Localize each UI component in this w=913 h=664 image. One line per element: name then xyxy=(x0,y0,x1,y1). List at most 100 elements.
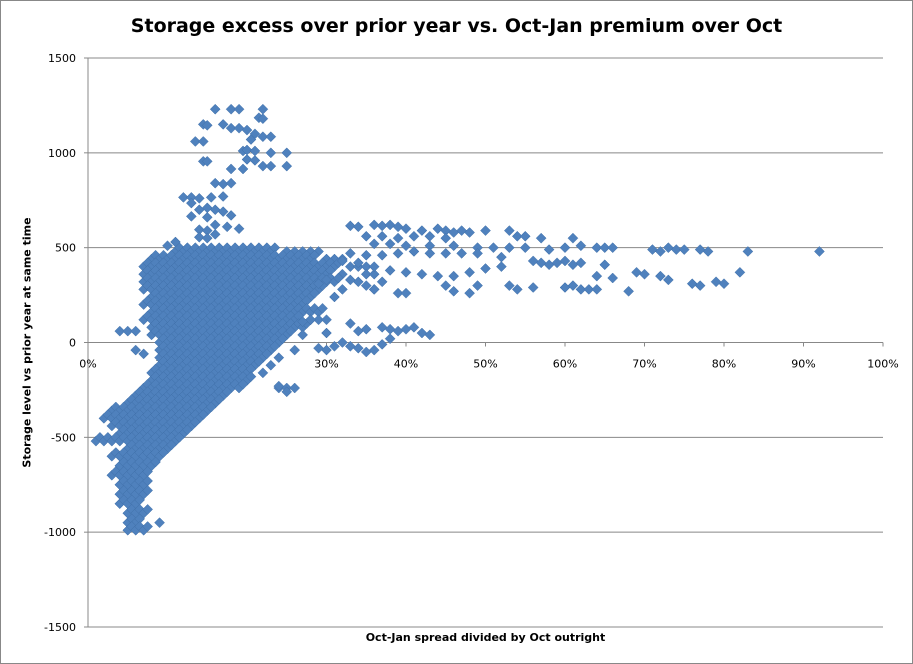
data-point xyxy=(209,219,221,231)
data-point xyxy=(209,204,221,216)
data-point xyxy=(321,274,332,286)
data-point xyxy=(488,242,499,254)
data-point xyxy=(309,287,320,299)
data-point xyxy=(197,409,209,420)
x-tick-label: 50% xyxy=(473,358,497,371)
data-point xyxy=(440,232,452,244)
data-point xyxy=(233,122,245,134)
data-point xyxy=(122,325,134,337)
data-point xyxy=(472,248,483,259)
data-point xyxy=(360,346,372,358)
data-point xyxy=(408,246,420,257)
data-point xyxy=(440,280,452,291)
y-tick-label: -500 xyxy=(51,431,76,444)
data-point xyxy=(734,266,746,278)
data-point xyxy=(337,255,348,267)
data-point xyxy=(559,242,571,254)
data-point xyxy=(591,242,603,254)
data-point xyxy=(464,266,475,278)
data-point xyxy=(150,456,161,468)
data-point xyxy=(285,325,297,337)
x-tick-label: 40% xyxy=(394,358,418,371)
data-point xyxy=(178,192,189,203)
data-point xyxy=(201,211,213,223)
data-point xyxy=(313,342,324,354)
data-point xyxy=(631,266,642,278)
data-point xyxy=(249,155,261,166)
data-point xyxy=(233,223,245,235)
data-point xyxy=(575,284,587,295)
data-point xyxy=(376,230,388,242)
data-point xyxy=(384,265,396,276)
data-point xyxy=(197,136,209,147)
data-point xyxy=(245,371,257,382)
data-point xyxy=(448,240,460,252)
data-point xyxy=(261,348,273,360)
data-point xyxy=(503,242,515,254)
data-point xyxy=(464,227,475,238)
data-point xyxy=(329,291,340,303)
data-point xyxy=(511,230,523,242)
data-point xyxy=(352,257,364,269)
data-point xyxy=(344,318,356,329)
data-point xyxy=(535,257,547,269)
data-point xyxy=(472,280,483,291)
data-point xyxy=(237,378,249,390)
data-point xyxy=(662,274,674,286)
data-point xyxy=(289,382,301,394)
data-point xyxy=(686,278,698,290)
data-point xyxy=(209,177,221,189)
data-point xyxy=(448,227,460,238)
data-point xyxy=(352,342,364,354)
data-point xyxy=(253,356,265,367)
data-point xyxy=(662,242,674,254)
data-point xyxy=(607,242,619,254)
data-point xyxy=(368,344,380,356)
data-point xyxy=(313,314,324,326)
data-point xyxy=(583,284,595,295)
data-point xyxy=(543,244,555,255)
data-point xyxy=(162,240,173,252)
data-point xyxy=(678,244,690,255)
data-point xyxy=(368,268,380,280)
data-point xyxy=(329,340,340,352)
data-point xyxy=(193,231,205,243)
data-point xyxy=(257,160,269,172)
data-point xyxy=(201,119,213,131)
data-point xyxy=(519,242,531,254)
data-point xyxy=(639,268,650,280)
data-point xyxy=(217,206,229,217)
data-point xyxy=(376,249,388,261)
data-point xyxy=(448,270,460,282)
data-point xyxy=(400,240,412,252)
data-point xyxy=(591,270,603,282)
data-point xyxy=(182,424,193,436)
data-point xyxy=(567,232,579,244)
data-point xyxy=(321,327,332,339)
data-point xyxy=(424,248,436,259)
data-point xyxy=(742,246,754,257)
data-point xyxy=(496,251,507,263)
data-point xyxy=(416,268,428,280)
data-point xyxy=(702,246,714,257)
chart-title: Storage excess over prior year vs. Oct-J… xyxy=(130,15,783,37)
data-point xyxy=(543,259,555,271)
data-point xyxy=(221,221,233,233)
data-point xyxy=(114,325,126,337)
data-point xyxy=(384,323,396,335)
data-point xyxy=(257,113,269,125)
data-point xyxy=(201,232,213,244)
data-point xyxy=(273,380,285,392)
data-point xyxy=(185,197,197,209)
data-point xyxy=(503,280,515,291)
y-tick-label: -1500 xyxy=(44,621,76,634)
data-point xyxy=(360,323,372,335)
data-point xyxy=(655,270,666,282)
data-point xyxy=(209,103,221,115)
data-point xyxy=(360,230,372,242)
x-tick-label: 70% xyxy=(632,358,656,371)
data-point xyxy=(189,136,201,147)
x-tick-label: 100% xyxy=(867,358,898,371)
data-point xyxy=(384,333,396,345)
data-point xyxy=(225,177,237,189)
